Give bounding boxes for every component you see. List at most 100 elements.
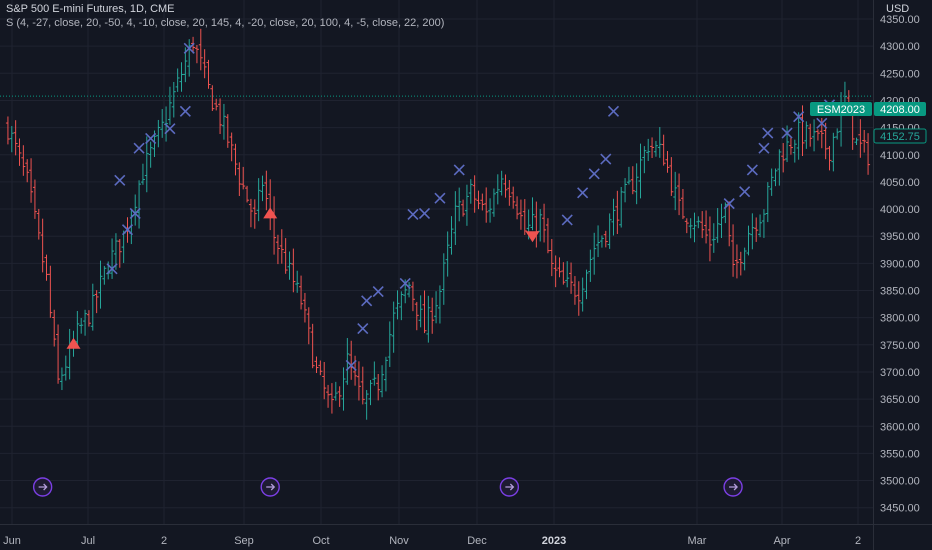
ohlc-bar bbox=[634, 163, 639, 205]
x-marker bbox=[453, 164, 465, 176]
x-marker bbox=[793, 111, 805, 123]
x-marker bbox=[133, 142, 145, 154]
ohlc-bar bbox=[808, 123, 813, 147]
x-marker bbox=[418, 207, 431, 219]
ohlc-bar bbox=[835, 128, 840, 140]
ohlc-bar bbox=[299, 275, 304, 310]
ohlc-bar bbox=[812, 119, 817, 152]
ohlc-bar bbox=[796, 112, 801, 160]
ohlc-bar bbox=[9, 126, 14, 153]
ohlc-bar bbox=[750, 213, 755, 250]
event-icon[interactable] bbox=[499, 477, 520, 497]
ohlc-bar bbox=[117, 238, 122, 268]
ohlc-bar bbox=[306, 307, 311, 345]
ohlc-bar bbox=[765, 182, 770, 223]
ohlc-bar bbox=[754, 217, 759, 242]
ohlc-bar bbox=[688, 218, 693, 239]
ohlc-bar bbox=[588, 249, 593, 282]
x-marker-stroke bbox=[588, 168, 600, 180]
x-marker-stroke bbox=[133, 142, 145, 154]
price-tick-label: 3700.00 bbox=[880, 367, 920, 379]
ohlc-bar bbox=[337, 386, 342, 407]
x-marker bbox=[434, 192, 446, 204]
ohlc-bar bbox=[769, 168, 774, 196]
ohlc-bar bbox=[229, 132, 234, 162]
ohlc-bar bbox=[696, 216, 701, 229]
ohlc-bar bbox=[376, 373, 381, 401]
x-marker-stroke bbox=[434, 192, 446, 204]
x-marker bbox=[781, 127, 793, 139]
grid-lines bbox=[0, 0, 873, 524]
time-tick-label: 2023 bbox=[542, 535, 566, 547]
symbol-title[interactable]: S&P 500 E-mini Futures, 1D, CME bbox=[6, 3, 175, 15]
ohlc-bar bbox=[638, 143, 643, 199]
ohlc-bar bbox=[665, 150, 670, 173]
event-icon[interactable] bbox=[723, 477, 743, 497]
event-icons[interactable] bbox=[32, 477, 743, 497]
ohlc-bar bbox=[630, 166, 635, 195]
ohlc-bar bbox=[237, 162, 242, 196]
x-marker-stroke bbox=[164, 123, 176, 135]
ohlc-bar bbox=[866, 133, 871, 175]
x-marker-stroke bbox=[345, 359, 357, 372]
x-marker bbox=[183, 42, 195, 54]
x-marker-stroke bbox=[739, 186, 751, 198]
ohlc-bar bbox=[545, 218, 550, 254]
ohlc-bar bbox=[380, 365, 385, 398]
ohlc-bar bbox=[21, 145, 26, 176]
price-tick-label: 3850.00 bbox=[880, 286, 920, 298]
time-axis[interactable]: Jun Jul 2 Sep Oct Nov Dec 2023 Mar Apr 2 bbox=[3, 535, 861, 547]
ohlc-bar bbox=[611, 198, 616, 236]
x-marker-stroke bbox=[762, 127, 774, 139]
ohlc-bar bbox=[538, 209, 543, 242]
ohlc-bar bbox=[318, 360, 323, 376]
ohlc-bar bbox=[364, 390, 369, 420]
ohlc-bar bbox=[503, 174, 508, 198]
ohlc-bar bbox=[391, 301, 396, 353]
ohlc-bar bbox=[156, 119, 161, 148]
ohlc-bar bbox=[59, 367, 64, 391]
ohlc-bar bbox=[372, 361, 377, 386]
price-tick-label: 4250.00 bbox=[880, 68, 920, 80]
x-marker bbox=[561, 214, 573, 226]
ohlc-bar bbox=[260, 175, 265, 202]
ohlc-bar bbox=[52, 309, 57, 347]
ohlc-bar bbox=[198, 28, 203, 71]
x-marker-stroke bbox=[145, 132, 157, 145]
ohlc-bar bbox=[29, 158, 34, 203]
ohlc-bar bbox=[225, 114, 230, 148]
ohlc-bar bbox=[785, 125, 790, 163]
ohlc-bar bbox=[746, 225, 751, 256]
ohlc-bar bbox=[468, 179, 473, 204]
ohlc-bar bbox=[603, 230, 608, 248]
ohlc-bar bbox=[823, 122, 828, 160]
x-marker bbox=[816, 117, 828, 129]
ohlc-bar bbox=[515, 196, 520, 220]
ohlc-bar bbox=[437, 285, 442, 324]
symbol-tag-text: ESM2023 bbox=[817, 104, 865, 116]
ohlc-bar bbox=[430, 297, 435, 334]
ohlc-bar bbox=[360, 366, 365, 405]
ohlc-bar bbox=[449, 216, 454, 255]
x-marker-stroke bbox=[723, 198, 735, 210]
event-icon-arrow bbox=[266, 483, 276, 491]
ohlc-bar bbox=[283, 238, 288, 274]
event-icon[interactable] bbox=[260, 477, 280, 497]
ohlc-bar bbox=[734, 244, 739, 279]
ohlc-bar bbox=[383, 356, 388, 392]
ohlc-bar bbox=[233, 143, 238, 176]
ohlc-bar bbox=[210, 85, 215, 111]
price-tick-label: 3600.00 bbox=[880, 421, 920, 433]
ohlc-bar bbox=[495, 174, 500, 205]
x-marker bbox=[407, 208, 419, 221]
ohlc-bar bbox=[79, 317, 84, 334]
indicator-legend[interactable]: S (4, -27, close, 20, -50, 4, -10, close… bbox=[6, 17, 445, 29]
ohlc-bar bbox=[518, 199, 523, 230]
event-icon[interactable] bbox=[32, 477, 53, 497]
ohlc-bar bbox=[102, 265, 107, 285]
x-marker bbox=[121, 224, 134, 236]
ohlc-bar bbox=[279, 229, 284, 264]
time-tick-label: 2 bbox=[161, 535, 167, 547]
currency-label[interactable]: USD bbox=[886, 3, 910, 15]
